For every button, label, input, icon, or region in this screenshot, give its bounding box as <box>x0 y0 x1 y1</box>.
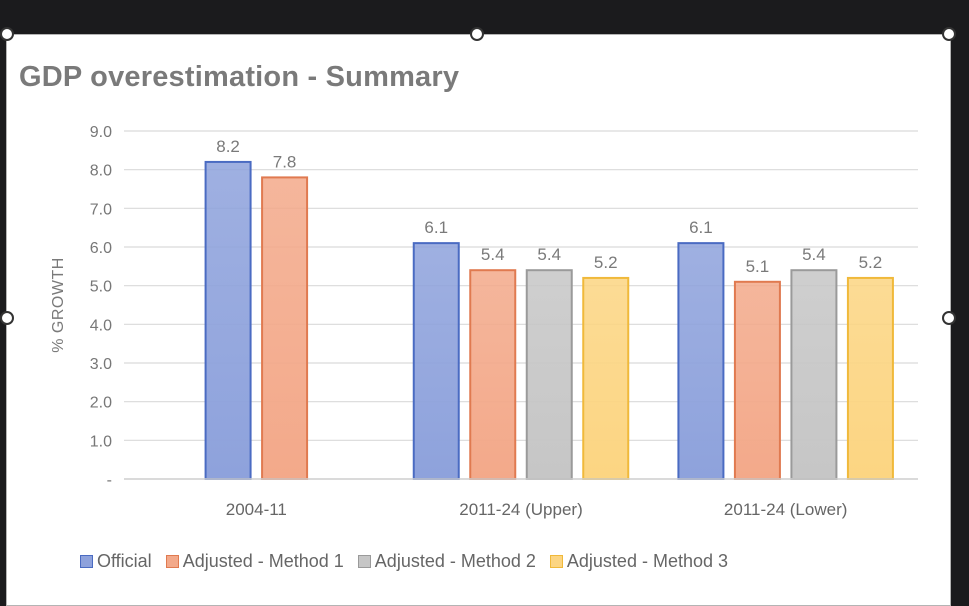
bar[interactable] <box>677 242 725 480</box>
y-tick-label: - <box>107 472 112 489</box>
resize-handle-middle-left[interactable] <box>0 311 14 325</box>
legend-swatch <box>165 554 179 568</box>
bar[interactable] <box>261 176 309 480</box>
legend-swatch <box>80 554 93 568</box>
bar[interactable] <box>469 269 517 480</box>
data-label: 5.4 <box>802 245 826 264</box>
data-label: 5.2 <box>594 253 618 272</box>
legend-item[interactable]: Official <box>80 551 152 572</box>
data-label: 5.1 <box>746 257 770 276</box>
x-category-label: 2011-24 (Upper) <box>459 500 582 519</box>
legend-item[interactable]: Adjusted - Method 1 <box>165 550 344 572</box>
bar[interactable] <box>412 242 460 480</box>
legend-swatch <box>357 554 371 568</box>
data-label: 5.4 <box>537 245 561 264</box>
x-category-label: 2004-11 <box>226 500 287 519</box>
bar[interactable] <box>846 276 894 480</box>
bar[interactable] <box>582 276 630 480</box>
legend-label: Official <box>97 550 152 571</box>
legend-label: Adjusted - Method 3 <box>566 550 729 571</box>
data-label: 5.4 <box>481 245 505 264</box>
bar[interactable] <box>204 160 252 481</box>
chart-area[interactable]: GDP overestimation - Summary - 1.0 2.0 3.0 4… <box>6 34 951 606</box>
resize-handle-top-right[interactable] <box>942 27 956 41</box>
data-label: 5.2 <box>859 253 883 272</box>
y-tick-label: 2.0 <box>90 395 112 412</box>
bar[interactable] <box>790 269 838 480</box>
data-label: 6.1 <box>689 218 713 237</box>
data-label: 6.1 <box>424 218 448 237</box>
y-tick-label: 6.0 <box>90 240 112 257</box>
resize-handle-middle-right[interactable] <box>942 311 956 325</box>
y-tick-label: 4.0 <box>90 317 112 334</box>
chart-plot: - 1.0 2.0 3.0 4.0 5.0 6.0 7.0 8.0 9.0 % GROWTH 8.2 7… <box>50 124 918 519</box>
y-axis-title: % GROWTH <box>50 257 67 353</box>
bar[interactable] <box>733 280 781 480</box>
legend-item[interactable]: Adjusted - Method 2 <box>357 550 536 572</box>
y-tick-label: 8.0 <box>90 163 112 180</box>
resize-handle-top-left[interactable] <box>0 27 14 41</box>
legend-item[interactable]: Adjusted - Method 3 <box>549 550 729 572</box>
chart-legend[interactable]: Official Adjusted - Method 1 Adjusted - Me… <box>80 549 742 573</box>
y-tick-label: 9.0 <box>90 124 112 141</box>
bar[interactable] <box>525 269 573 480</box>
y-tick-label: 5.0 <box>90 279 112 296</box>
x-category-label: 2011-24 (Lower) <box>724 500 847 519</box>
y-tick-label: 1.0 <box>90 433 112 450</box>
data-label: 7.8 <box>273 152 297 171</box>
legend-label: Adjusted - Method 2 <box>374 550 536 571</box>
resize-handle-top-center[interactable] <box>470 27 484 41</box>
legend-swatch <box>549 554 563 568</box>
data-label: 8.2 <box>216 137 240 156</box>
y-tick-label: 7.0 <box>90 201 112 218</box>
legend-label: Adjusted - Method 1 <box>182 550 344 571</box>
chart-title: GDP overestimation - Summary <box>19 61 460 93</box>
y-tick-label: 3.0 <box>90 356 112 373</box>
